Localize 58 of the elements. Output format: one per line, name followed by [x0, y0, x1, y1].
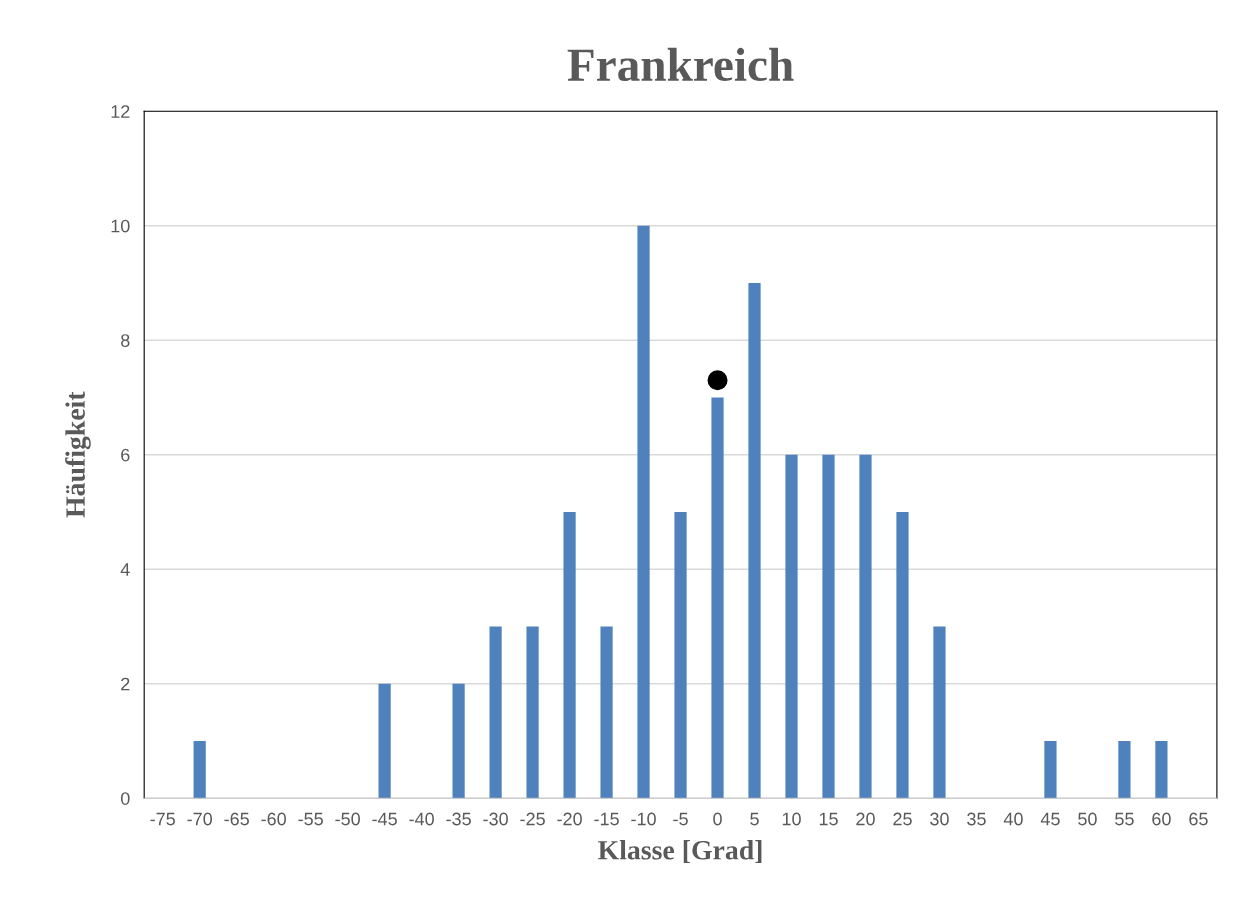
x-tick-label: -65	[224, 812, 249, 826]
x-tick-label: 5	[750, 812, 759, 826]
x-tick-label: -15	[594, 812, 619, 826]
chart-title: Frankreich	[567, 47, 794, 82]
y-tick-label: 8	[121, 334, 130, 347]
y-tick-label: 0	[120, 792, 130, 805]
y-tick-label: 12	[111, 105, 130, 118]
bar	[193, 740, 206, 799]
x-tick-label: -75	[150, 812, 175, 826]
x-tick-label: -25	[520, 812, 545, 826]
y-tick-label: 4	[120, 563, 130, 576]
bar	[711, 397, 724, 799]
bar	[452, 683, 465, 799]
x-tick-label: -10	[631, 812, 656, 826]
bar	[896, 511, 909, 799]
y-tick-label: 10	[111, 219, 130, 233]
bar	[600, 626, 613, 799]
x-tick-label: 35	[967, 812, 986, 826]
bar	[1118, 740, 1131, 799]
x-tick-label: -50	[335, 812, 360, 826]
bar	[563, 511, 576, 799]
bar	[785, 454, 798, 799]
y-tick-label: 2	[121, 677, 130, 691]
bar	[1155, 740, 1168, 799]
x-tick-label: 55	[1115, 812, 1134, 826]
x-tick-label: -70	[187, 812, 213, 826]
bar	[637, 225, 650, 799]
x-tick-label: 15	[819, 812, 838, 826]
x-axis-title: Klasse [Grad]	[598, 840, 762, 864]
x-tick-label: -30	[483, 812, 508, 826]
bar	[1044, 740, 1057, 799]
x-tick-label: 40	[1003, 812, 1023, 826]
x-tick-label: 25	[893, 812, 912, 826]
x-tick-label: -45	[372, 812, 397, 826]
y-tick-label: 6	[121, 448, 130, 462]
x-tick-label: -35	[446, 812, 471, 826]
bar	[822, 454, 835, 799]
x-tick-label: -40	[409, 812, 434, 826]
bar	[859, 454, 872, 799]
bar	[378, 683, 391, 799]
x-tick-label: -55	[298, 812, 323, 826]
x-tick-label: -20	[557, 812, 582, 826]
x-tick-label: 10	[782, 812, 801, 826]
x-tick-label: 0	[713, 812, 722, 826]
x-tick-label: 50	[1078, 812, 1097, 826]
y-axis-title: Häufigkeit	[65, 391, 91, 518]
x-tick-label: 65	[1189, 812, 1208, 826]
bar	[674, 511, 687, 799]
x-tick-label: 60	[1152, 812, 1171, 826]
x-tick-label: 20	[856, 812, 875, 826]
x-tick-label: -60	[261, 812, 286, 826]
x-tick-label: -5	[673, 812, 688, 826]
bar	[748, 282, 761, 799]
bar	[489, 626, 502, 799]
x-tick-label: 45	[1040, 812, 1060, 826]
bar	[933, 626, 946, 799]
x-tick-label: 30	[930, 812, 949, 826]
bar	[526, 626, 539, 799]
